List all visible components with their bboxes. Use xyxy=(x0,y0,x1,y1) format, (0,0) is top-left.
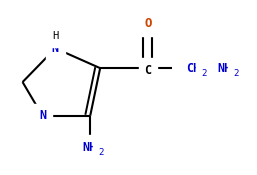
Text: C: C xyxy=(144,64,151,77)
Text: N: N xyxy=(52,42,59,55)
Text: NH: NH xyxy=(82,141,96,154)
Text: N: N xyxy=(39,109,46,122)
Text: CH: CH xyxy=(186,62,200,75)
Text: 2: 2 xyxy=(233,69,239,78)
Text: H: H xyxy=(52,31,59,41)
Text: 2: 2 xyxy=(201,69,207,78)
Text: O: O xyxy=(144,17,152,30)
Text: NH: NH xyxy=(217,62,232,75)
Text: 2: 2 xyxy=(98,148,104,157)
